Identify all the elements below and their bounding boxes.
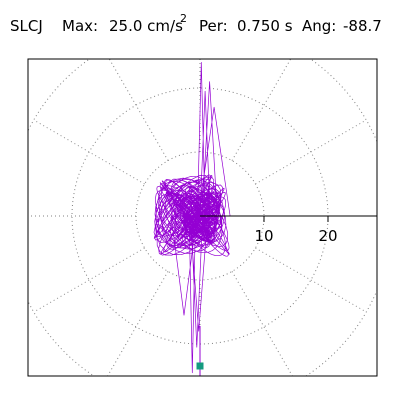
grid-spoke-210 — [33, 247, 145, 313]
angle-label: Ang: — [302, 17, 337, 35]
header-bar: SLCJ Max: 25.0 cm/s 2 Per: 0.750 s Ang: … — [0, 0, 400, 50]
particle-motion-trace — [153, 62, 231, 374]
max-label: Max: — [62, 17, 99, 35]
grid-spoke-300 — [231, 271, 293, 376]
grid-spoke-240 — [107, 271, 169, 376]
grid-spoke-330 — [255, 247, 367, 313]
grid-spoke-30 — [255, 119, 367, 185]
plot-frame — [27, 58, 378, 377]
grid-spoke-60 — [231, 59, 292, 161]
angle-value: -88.7 — [343, 17, 382, 35]
period-label: Per: — [199, 17, 228, 35]
end-marker — [196, 362, 204, 370]
axis-tick-label-20: 20 — [318, 227, 337, 245]
grid-spoke-120 — [108, 59, 169, 161]
grid-spoke-150 — [33, 119, 145, 185]
max-unit-exponent: 2 — [180, 12, 187, 25]
max-value: 25.0 cm/s — [109, 17, 183, 35]
station-code: SLCJ — [10, 17, 43, 35]
axis-tick-label-10: 10 — [254, 227, 273, 245]
period-value: 0.750 s — [237, 17, 293, 35]
